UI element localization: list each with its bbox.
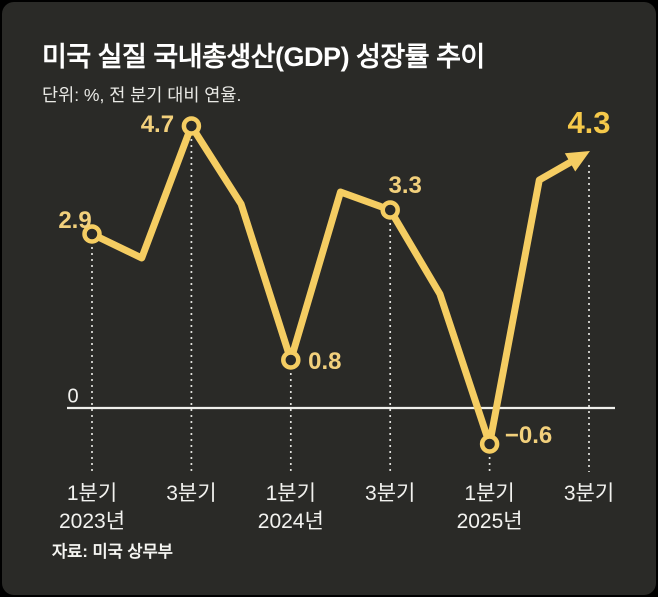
data-point-marker (479, 434, 500, 454)
data-point-marker (82, 224, 102, 244)
data-point-marker (281, 350, 301, 370)
chart-subtitle: 단위: %, 전 분기 대비 연율. (42, 85, 242, 105)
source-note: 자료: 미국 상무부 (52, 543, 173, 561)
data-point-marker (181, 116, 202, 136)
gdp-line (88, 122, 577, 448)
y-axis-zero-label: 0 (67, 385, 79, 408)
chart-title: 미국 실질 국내총생산(GDP) 성장률 추이 (42, 42, 485, 72)
data-point-marker (380, 200, 400, 220)
arrow-head-icon (564, 151, 590, 172)
